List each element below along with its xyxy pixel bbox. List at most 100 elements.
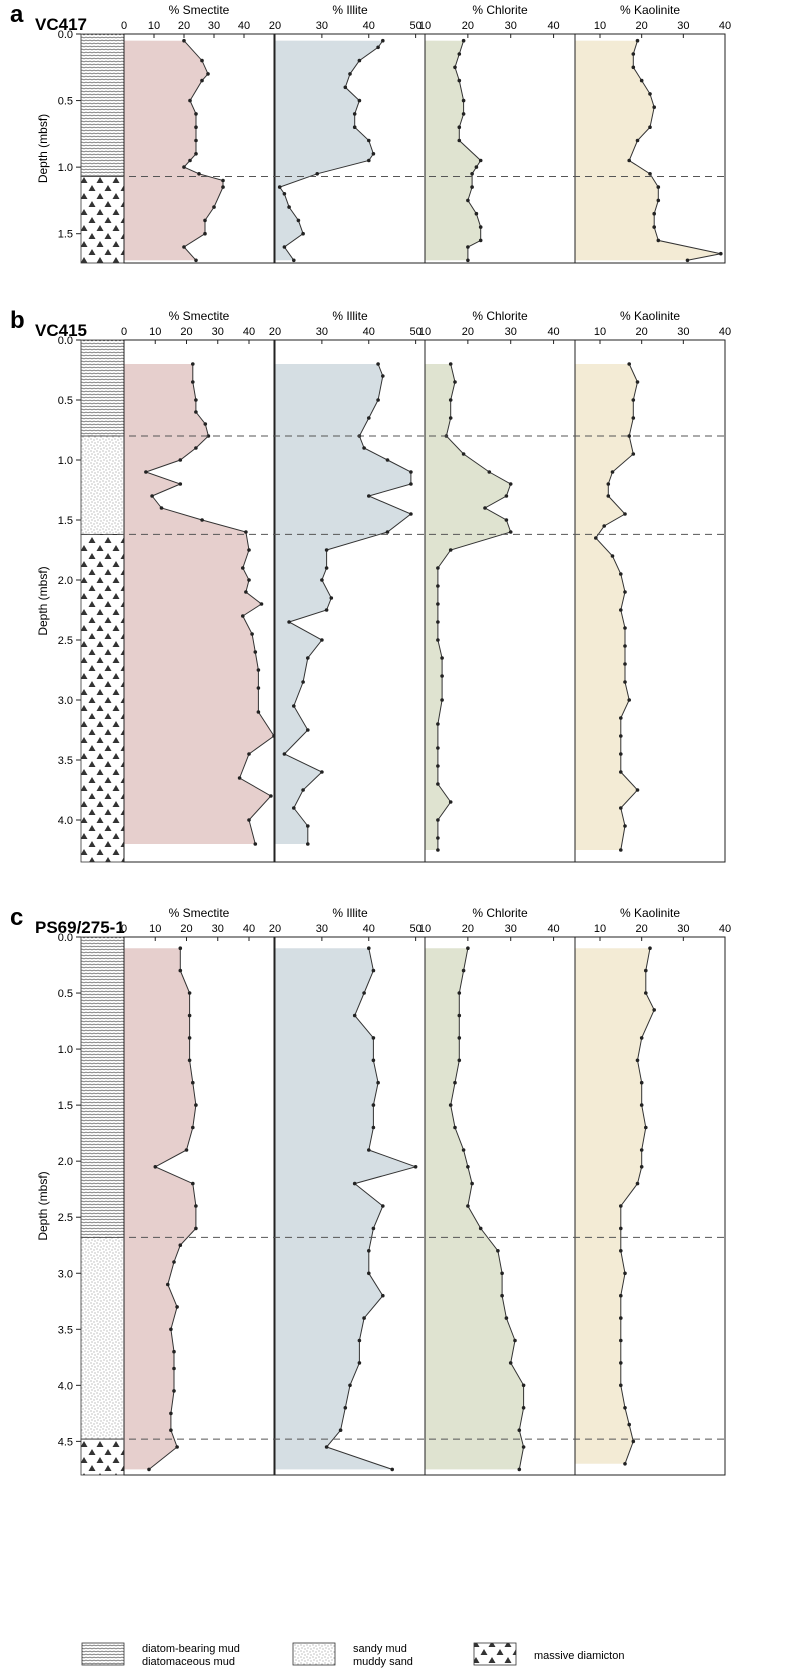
- data-point: [656, 185, 661, 189]
- series-area: [425, 40, 481, 261]
- data-point: [457, 78, 462, 83]
- data-point: [440, 656, 444, 660]
- data-point: [191, 1181, 195, 1186]
- data-point: [194, 410, 198, 414]
- data-point: [182, 38, 186, 43]
- track-title: % Illite: [332, 3, 368, 17]
- data-point: [508, 482, 513, 486]
- track-title: % Kaolinite: [620, 3, 680, 17]
- data-point: [644, 968, 648, 973]
- x-tick-label: 40: [719, 326, 731, 338]
- data-point: [203, 218, 207, 223]
- data-point: [188, 98, 192, 103]
- data-point: [348, 1383, 352, 1388]
- data-point: [212, 205, 216, 209]
- data-point: [457, 52, 462, 56]
- data-point: [652, 211, 656, 216]
- data-point: [652, 1008, 656, 1012]
- track-illite: % Illite 20 30 40 50: [269, 906, 426, 1476]
- data-point: [619, 1383, 623, 1388]
- data-point: [517, 1428, 522, 1432]
- x-tick-label: 40: [719, 20, 731, 32]
- lithology-diamicton: [80, 176, 125, 264]
- data-point: [306, 842, 310, 846]
- track-smectite: % Smectite 0 10 20 30 40: [121, 906, 275, 1476]
- y-tick-label: 1.5: [58, 515, 73, 527]
- data-point: [253, 842, 258, 846]
- data-point: [470, 185, 474, 189]
- data-point: [367, 494, 371, 498]
- data-point: [436, 836, 440, 840]
- data-point: [619, 770, 623, 774]
- x-tick-label: 30: [505, 326, 517, 338]
- data-point: [436, 818, 440, 822]
- data-point: [610, 470, 615, 474]
- track-smectite: % Smectite 0 10 20 30 40: [121, 309, 276, 863]
- y-axis-label: Depth (mbsf): [36, 566, 50, 635]
- data-point: [292, 704, 296, 708]
- data-point: [648, 92, 652, 96]
- data-point: [627, 158, 631, 163]
- data-point: [619, 1249, 623, 1253]
- data-point: [352, 125, 357, 129]
- legend-label: sandy mud: [353, 1643, 407, 1655]
- data-point: [631, 65, 636, 70]
- data-point: [381, 38, 385, 43]
- x-tick-label: 40: [547, 923, 559, 935]
- data-point: [635, 138, 640, 143]
- data-point: [194, 125, 198, 129]
- data-point: [194, 138, 198, 143]
- series-area: [425, 948, 524, 1470]
- track-title: % Chlorite: [472, 906, 528, 920]
- data-point: [631, 52, 636, 56]
- data-point: [178, 482, 183, 486]
- data-point: [623, 680, 627, 684]
- data-point: [352, 112, 357, 116]
- data-point: [367, 158, 371, 163]
- track-title: % Kaolinite: [620, 309, 680, 323]
- data-point: [652, 225, 656, 229]
- data-point: [619, 806, 623, 810]
- data-point: [631, 1439, 636, 1444]
- data-point: [606, 494, 611, 498]
- data-point: [436, 638, 440, 642]
- data-point: [362, 991, 366, 995]
- x-tick-label: 30: [316, 326, 328, 338]
- data-point: [623, 1406, 627, 1410]
- data-point: [352, 1013, 357, 1018]
- track-title: % Smectite: [169, 906, 230, 920]
- data-point: [517, 1467, 522, 1472]
- y-tick-label: 1.5: [58, 1100, 73, 1112]
- data-point: [169, 1411, 173, 1416]
- data-point: [436, 602, 440, 606]
- data-point: [602, 524, 606, 528]
- data-point: [453, 1080, 457, 1085]
- data-point: [639, 1103, 644, 1107]
- data-point: [221, 185, 225, 189]
- data-point: [282, 752, 287, 756]
- y-tick-label: 1.0: [58, 162, 73, 174]
- data-point: [324, 1445, 329, 1449]
- data-point: [627, 362, 631, 366]
- data-point: [315, 172, 320, 176]
- data-point: [619, 1338, 623, 1343]
- x-tick-label: 40: [719, 923, 731, 935]
- x-tick-label: 10: [419, 326, 431, 338]
- data-point: [461, 38, 466, 43]
- data-point: [470, 1181, 474, 1186]
- data-point: [184, 1148, 189, 1152]
- data-point: [656, 238, 661, 243]
- x-tick-label: 30: [316, 20, 328, 32]
- panel-b: b VC415 Depth (mbsf) 0.0 0.5 1.0 1.5 2.0 2.5 3.0 3…: [10, 307, 731, 863]
- data-point: [623, 512, 627, 516]
- data-point: [357, 1338, 362, 1343]
- x-tick-label: 20: [462, 20, 474, 32]
- data-point: [362, 446, 366, 450]
- data-point: [194, 258, 198, 263]
- x-tick-label: 30: [316, 923, 328, 935]
- data-point: [390, 1467, 395, 1472]
- data-point: [324, 566, 329, 570]
- data-point: [371, 152, 376, 156]
